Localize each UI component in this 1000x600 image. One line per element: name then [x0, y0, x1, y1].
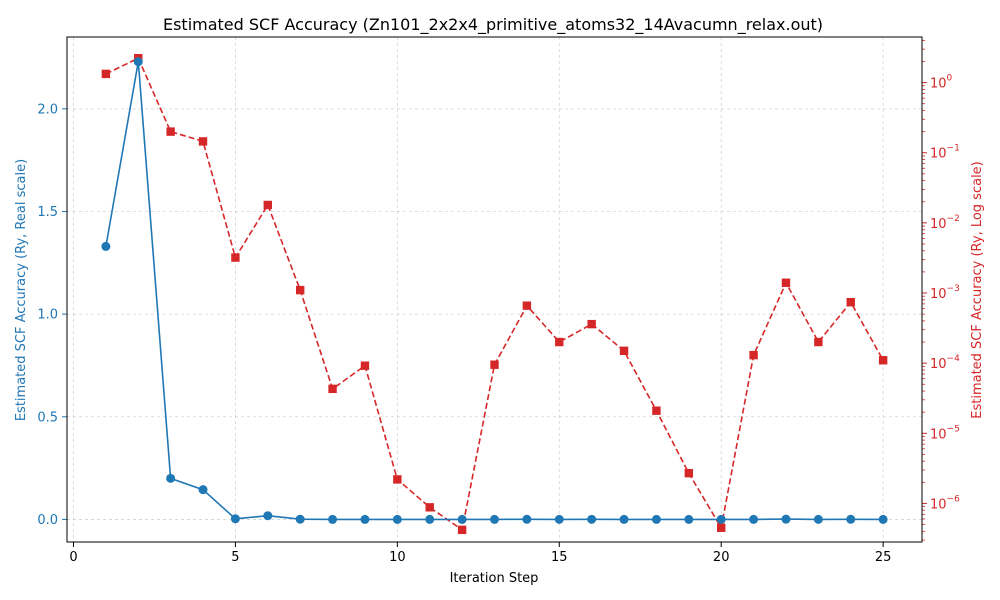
- log-scale-point: [814, 337, 823, 347]
- log-scale-point: [198, 137, 208, 146]
- y-left-axis-label: Estimated SCF Accuracy (Ry, Real scale): [14, 159, 29, 421]
- real-scale-point: [522, 514, 532, 524]
- x-tick-label: 15: [551, 550, 568, 565]
- log-scale-point: [749, 350, 758, 360]
- series-real-scale: [101, 57, 888, 524]
- log-scale-point: [878, 356, 888, 365]
- log-scale-point: [457, 525, 467, 535]
- y-right-tick-label: 10−5: [930, 424, 960, 442]
- y-right-tick-label: 10−3: [930, 284, 960, 302]
- log-scale-point: [846, 297, 855, 307]
- real-scale-point: [133, 57, 143, 67]
- real-scale-point: [230, 514, 240, 524]
- log-scale-point: [295, 285, 305, 295]
- real-scale-point: [166, 473, 176, 483]
- log-scale-point: [684, 468, 694, 478]
- real-scale-point: [781, 514, 791, 524]
- y-right-tick-label: 10−2: [930, 214, 960, 232]
- x-tick-label: 0: [69, 550, 77, 565]
- real-scale-point: [360, 514, 370, 524]
- real-scale-point: [457, 514, 467, 524]
- real-scale-point: [813, 514, 823, 524]
- y-left-tick-label: 2.0: [37, 102, 58, 117]
- series-log-scale: [101, 53, 888, 535]
- real-scale-point: [263, 511, 273, 521]
- log-scale-point: [587, 319, 596, 329]
- log-scale-point: [166, 127, 175, 136]
- real-scale-point: [554, 514, 564, 524]
- y-right-tick-label: 10−1: [930, 144, 960, 162]
- log-scale-point: [101, 69, 111, 79]
- real-scale-point: [716, 514, 726, 524]
- log-scale-point: [781, 278, 791, 287]
- log-scale-point: [425, 503, 434, 512]
- log-scale-point: [360, 361, 370, 370]
- log-scale-point: [619, 346, 629, 355]
- real-scale-point: [295, 514, 305, 524]
- y-right-tick-label: 100: [930, 74, 953, 92]
- x-tick-label: 20: [713, 550, 730, 565]
- log-scale-point: [231, 253, 240, 262]
- y-right-axis-ticks: 10−6 10−5 10−4 10−3 10−2 10−1 100: [922, 39, 960, 541]
- real-scale-point: [651, 514, 661, 524]
- log-scale-point: [717, 523, 726, 532]
- y-right-axis-label: Estimated SCF Accuracy (Ry, Log scale): [970, 161, 985, 419]
- x-axis-label: Iteration Step: [450, 571, 539, 586]
- plot-frame: [66, 36, 923, 543]
- real-scale-point: [198, 485, 208, 495]
- y-left-axis-ticks: 0.0 0.5 1.0 1.5 2.0: [37, 102, 67, 528]
- x-tick-label: 10: [389, 550, 406, 565]
- real-scale-point: [328, 514, 338, 524]
- y-left-tick-label: 0.5: [37, 410, 58, 425]
- chart-title: Estimated SCF Accuracy (Zn101_2x2x4_prim…: [163, 15, 823, 35]
- y-left-tick-label: 1.5: [37, 205, 58, 220]
- real-scale-point: [878, 514, 888, 524]
- y-right-tick-label: 10−6: [930, 494, 960, 512]
- log-scale-point: [393, 475, 402, 484]
- x-tick-label: 25: [875, 550, 892, 565]
- real-scale-point: [392, 514, 402, 524]
- real-scale-point: [101, 241, 111, 251]
- log-scale-point: [555, 337, 564, 347]
- real-scale-point: [846, 514, 856, 524]
- log-scale-point: [490, 360, 499, 369]
- real-scale-point: [587, 514, 597, 524]
- y-left-tick-label: 1.0: [37, 308, 58, 323]
- log-scale-point: [652, 406, 661, 415]
- y-right-tick-label: 10−4: [930, 354, 960, 372]
- real-scale-point: [425, 514, 435, 524]
- real-scale-point: [619, 514, 629, 524]
- y-left-tick-label: 0.0: [37, 513, 58, 528]
- log-scale-point: [263, 200, 272, 210]
- log-scale-point: [522, 301, 532, 310]
- real-scale-point: [749, 514, 759, 524]
- real-scale-point: [490, 514, 499, 524]
- x-axis-ticks: 0 5 10 15 20 25: [69, 542, 891, 565]
- log-scale-point: [328, 384, 337, 394]
- real-scale-point: [684, 514, 694, 524]
- x-tick-label: 5: [231, 550, 239, 565]
